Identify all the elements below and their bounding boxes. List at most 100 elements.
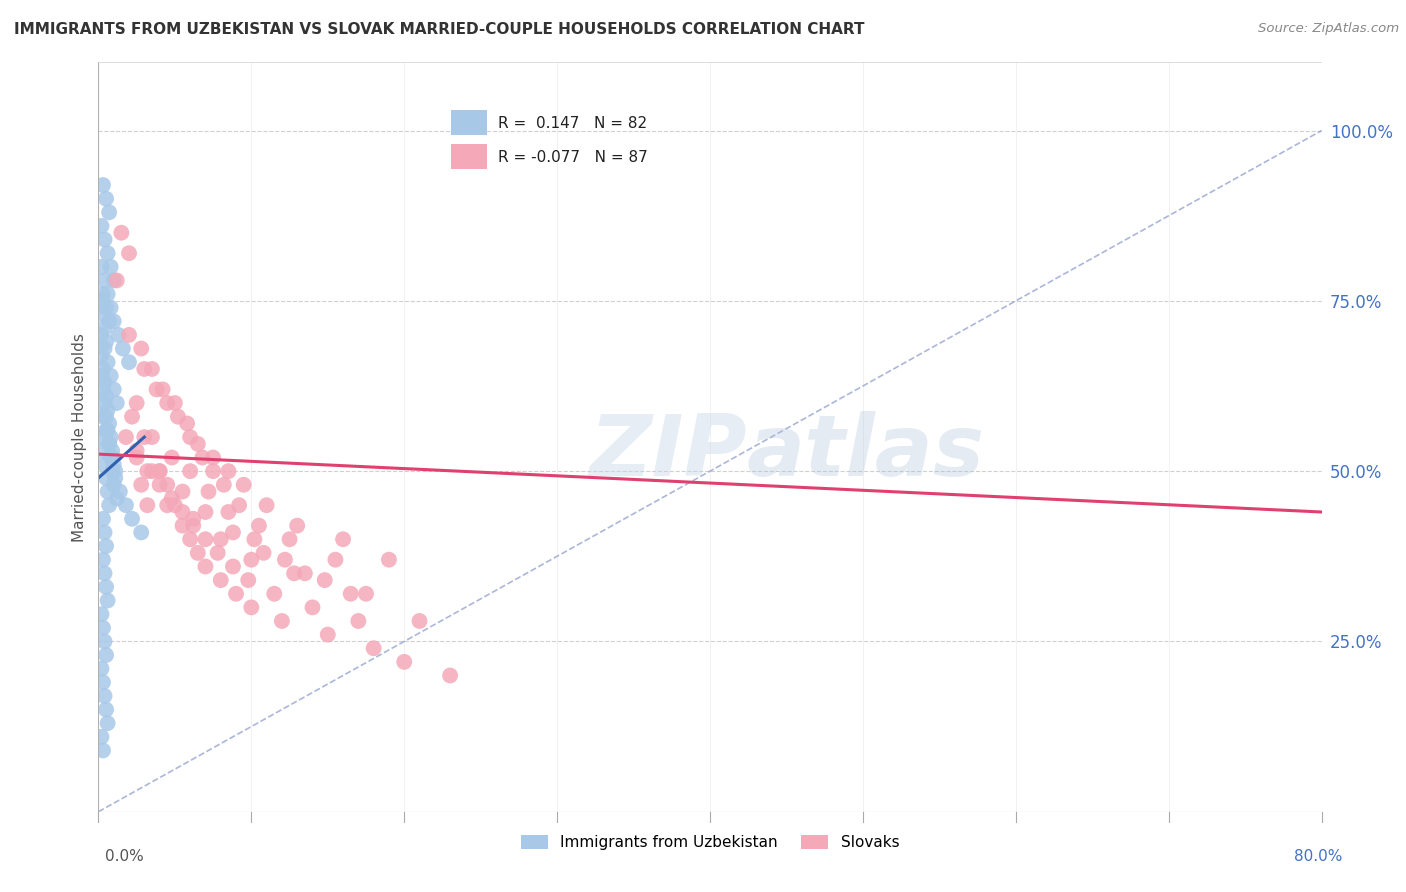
Point: [194, 559, 217, 574]
Point: [129, 342, 152, 356]
Point: [91, 443, 114, 458]
Point: [141, 362, 163, 376]
Point: [104, 471, 127, 485]
Text: IMMIGRANTS FROM UZBEKISTAN VS SLOVAK MARRIED-COUPLE HOUSEHOLDS CORRELATION CHART: IMMIGRANTS FROM UZBEKISTAN VS SLOVAK MAR…: [14, 22, 865, 37]
Text: R = -0.077   N = 87: R = -0.077 N = 87: [498, 150, 648, 165]
Point: [136, 464, 159, 478]
Point: [105, 491, 128, 506]
Point: [90, 368, 112, 383]
Point: [108, 484, 131, 499]
Text: Source: ZipAtlas.com: Source: ZipAtlas.com: [1258, 22, 1399, 36]
Point: [301, 600, 323, 615]
Point: [325, 552, 347, 566]
Point: [179, 533, 201, 547]
Point: [103, 314, 125, 328]
Point: [97, 246, 120, 260]
Point: [172, 505, 194, 519]
Point: [347, 614, 370, 628]
Point: [93, 376, 115, 390]
Point: [222, 525, 245, 540]
Point: [90, 430, 112, 444]
Point: [98, 437, 121, 451]
Point: [172, 518, 194, 533]
Point: [91, 362, 114, 376]
Point: [90, 260, 112, 274]
Point: [134, 430, 156, 444]
Point: [240, 600, 263, 615]
Point: [149, 464, 172, 478]
Point: [105, 273, 128, 287]
Point: [94, 334, 117, 349]
Point: [103, 458, 125, 472]
Point: [156, 396, 179, 410]
Point: [225, 587, 247, 601]
Point: [93, 233, 115, 247]
Point: [125, 443, 148, 458]
Point: [94, 471, 117, 485]
Point: [191, 450, 214, 465]
Y-axis label: Married-couple Households: Married-couple Households: [72, 333, 87, 541]
Point: [156, 477, 179, 491]
Point: [118, 246, 141, 260]
Point: [94, 389, 117, 403]
Point: [408, 614, 430, 628]
Point: [91, 621, 114, 635]
Point: [100, 301, 122, 315]
Point: [97, 402, 120, 417]
Point: [91, 675, 114, 690]
Point: [187, 546, 209, 560]
Point: [149, 477, 172, 491]
Point: [212, 477, 235, 491]
Point: [94, 423, 117, 437]
Point: [94, 409, 117, 424]
Point: [149, 464, 172, 478]
Point: [339, 587, 361, 601]
Point: [94, 580, 117, 594]
Point: [160, 450, 183, 465]
Point: [91, 512, 114, 526]
Point: [91, 743, 114, 757]
Point: [163, 498, 186, 512]
Point: [91, 409, 114, 424]
Point: [100, 450, 122, 465]
Point: [97, 287, 120, 301]
Point: [363, 641, 385, 656]
Point: [217, 464, 239, 478]
Point: [179, 464, 201, 478]
FancyBboxPatch shape: [451, 145, 486, 169]
Point: [90, 348, 112, 362]
Point: [278, 533, 301, 547]
Point: [101, 464, 124, 478]
Text: R =  0.147   N = 82: R = 0.147 N = 82: [498, 116, 647, 130]
Point: [194, 533, 217, 547]
Point: [207, 546, 229, 560]
Point: [209, 573, 232, 587]
Point: [238, 573, 260, 587]
Point: [294, 566, 316, 581]
Text: 80.0%: 80.0%: [1295, 849, 1343, 864]
FancyBboxPatch shape: [451, 111, 486, 136]
Point: [103, 273, 125, 287]
Point: [93, 525, 115, 540]
Point: [134, 362, 156, 376]
Point: [118, 355, 141, 369]
Point: [152, 383, 174, 397]
Point: [252, 546, 274, 560]
Point: [110, 226, 132, 240]
Point: [91, 383, 114, 397]
Point: [256, 498, 278, 512]
Point: [163, 396, 186, 410]
Point: [91, 552, 114, 566]
Point: [274, 552, 297, 566]
Point: [107, 327, 129, 342]
Point: [94, 539, 117, 553]
Point: [392, 655, 416, 669]
Point: [100, 260, 122, 274]
Point: [263, 587, 285, 601]
Point: [202, 450, 225, 465]
Point: [97, 484, 120, 499]
Point: [97, 423, 120, 437]
Text: atlas: atlas: [747, 410, 984, 493]
Point: [232, 477, 254, 491]
Point: [90, 327, 112, 342]
